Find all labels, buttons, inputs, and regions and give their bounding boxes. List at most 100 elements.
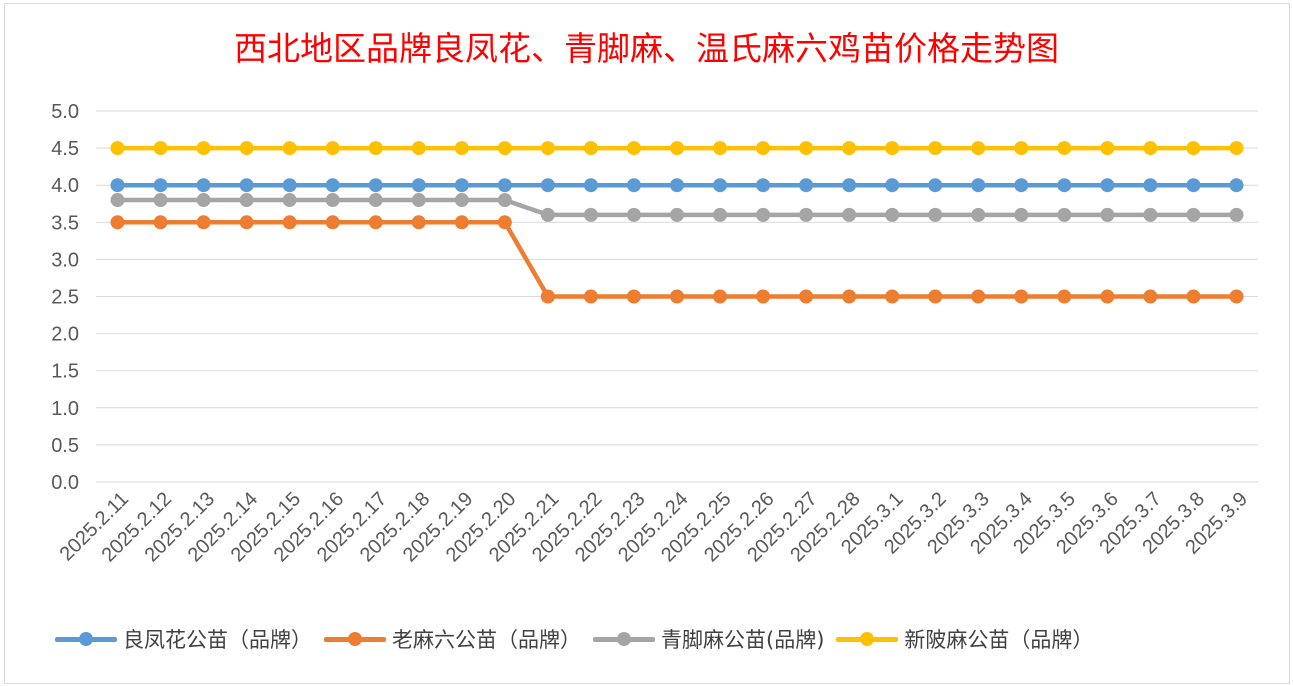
data-point — [497, 193, 512, 208]
data-point — [756, 207, 771, 222]
data-point — [583, 289, 598, 304]
data-point — [239, 141, 254, 156]
legend-item: 青脚麻公苗(品牌) — [593, 624, 824, 654]
data-point — [971, 289, 986, 304]
data-point — [1014, 207, 1029, 222]
legend-swatch — [55, 629, 117, 649]
data-point — [497, 215, 512, 230]
data-point — [110, 178, 125, 193]
data-point — [1100, 289, 1115, 304]
legend-item: 老麻六公苗（品牌） — [324, 624, 581, 654]
data-point — [454, 193, 469, 208]
data-point — [325, 193, 340, 208]
data-point — [713, 207, 728, 222]
y-tick-label: 0.0 — [51, 472, 79, 494]
data-point — [885, 178, 900, 193]
data-point — [368, 141, 383, 156]
data-point — [282, 141, 297, 156]
data-point — [153, 141, 168, 156]
data-point — [325, 178, 340, 193]
data-point — [540, 178, 555, 193]
legend-swatch — [593, 629, 655, 649]
legend-swatch — [836, 629, 899, 649]
y-tick-label: 2.0 — [51, 324, 79, 346]
data-point — [1014, 289, 1029, 304]
data-point — [799, 289, 814, 304]
chart-legend: 良凤花公苗（品牌） 老麻六公苗（品牌） 青脚麻公苗(品牌) 新陂麻公苗（品牌） — [55, 624, 1105, 654]
series-3 — [110, 193, 1244, 222]
data-point — [928, 141, 943, 156]
data-point — [196, 193, 211, 208]
data-point — [1229, 178, 1244, 193]
data-point — [110, 215, 125, 230]
data-point — [756, 289, 771, 304]
data-point — [799, 141, 814, 156]
data-point — [325, 141, 340, 156]
data-point — [626, 178, 641, 193]
data-point — [411, 178, 426, 193]
data-point — [885, 289, 900, 304]
data-point — [196, 141, 211, 156]
y-tick-label: 3.5 — [51, 212, 79, 234]
data-point — [1143, 207, 1158, 222]
data-point — [368, 178, 383, 193]
data-point — [411, 193, 426, 208]
y-tick-label: 4.5 — [51, 138, 79, 160]
data-point — [583, 141, 598, 156]
data-point — [799, 178, 814, 193]
y-tick-label: 4.0 — [51, 175, 79, 197]
data-point — [583, 207, 598, 222]
data-point — [1014, 178, 1029, 193]
data-point — [713, 141, 728, 156]
data-point — [928, 207, 943, 222]
data-point — [1143, 178, 1158, 193]
data-point — [842, 207, 857, 222]
data-point — [239, 215, 254, 230]
data-point — [239, 178, 254, 193]
y-tick-label: 1.5 — [51, 361, 79, 383]
legend-item: 新陂麻公苗（品牌） — [836, 624, 1093, 654]
legend-swatch — [324, 629, 386, 649]
data-point — [110, 193, 125, 208]
data-point — [454, 215, 469, 230]
data-point — [282, 193, 297, 208]
data-point — [1229, 289, 1244, 304]
data-point — [1057, 289, 1072, 304]
data-point — [928, 289, 943, 304]
data-point — [928, 178, 943, 193]
data-point — [626, 141, 641, 156]
data-point — [971, 141, 986, 156]
data-point — [799, 207, 814, 222]
data-point — [540, 141, 555, 156]
data-point — [282, 215, 297, 230]
series-1 — [110, 178, 1244, 193]
data-point — [1143, 141, 1158, 156]
data-point — [1057, 178, 1072, 193]
data-point — [196, 178, 211, 193]
data-point — [971, 207, 986, 222]
data-point — [153, 178, 168, 193]
data-point — [540, 207, 555, 222]
data-point — [454, 141, 469, 156]
data-point — [1229, 207, 1244, 222]
data-point — [368, 215, 383, 230]
data-point — [325, 215, 340, 230]
legend-item: 良凤花公苗（品牌） — [55, 624, 312, 654]
data-point — [1186, 289, 1201, 304]
data-point — [368, 193, 383, 208]
data-point — [626, 207, 641, 222]
data-point — [670, 207, 684, 222]
data-point — [842, 289, 857, 304]
data-point — [1143, 289, 1158, 304]
data-point — [1100, 207, 1115, 222]
y-tick-label: 3.0 — [51, 249, 79, 271]
data-point — [1057, 207, 1072, 222]
data-point — [1014, 141, 1029, 156]
data-point — [196, 215, 211, 230]
data-point — [282, 178, 297, 193]
data-point — [110, 141, 125, 156]
data-point — [583, 178, 598, 193]
data-point — [885, 207, 900, 222]
data-point — [756, 178, 771, 193]
